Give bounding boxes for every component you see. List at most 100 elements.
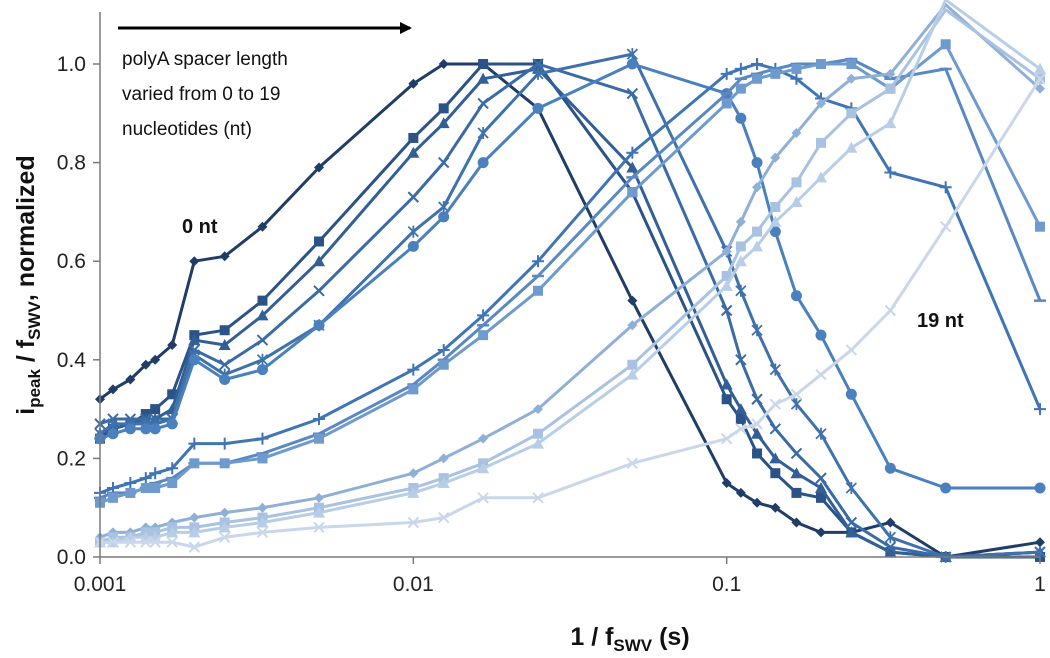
data-point	[150, 482, 161, 493]
data-point	[814, 171, 827, 183]
data-point	[734, 62, 747, 75]
data-point	[769, 215, 782, 227]
data-point	[626, 161, 639, 173]
data-point	[815, 329, 827, 341]
data-point	[751, 418, 763, 430]
data-point	[846, 73, 857, 84]
label-last-series: 19 nt	[917, 310, 964, 332]
data-point	[218, 531, 231, 543]
data-point	[720, 304, 733, 317]
data-point	[751, 427, 764, 439]
data-point	[845, 388, 857, 400]
data-point	[721, 246, 732, 257]
data-point	[752, 497, 763, 508]
data-point	[477, 97, 489, 110]
data-point	[167, 340, 178, 351]
data-point	[257, 502, 268, 513]
data-point	[884, 541, 897, 553]
data-point	[735, 487, 746, 498]
data-point	[407, 146, 420, 158]
data-point	[437, 477, 450, 489]
data-point	[720, 378, 733, 390]
data-point	[626, 87, 639, 100]
data-point	[790, 398, 803, 411]
data-point	[845, 481, 857, 494]
data-point	[815, 492, 826, 503]
data-point	[478, 433, 489, 444]
data-point	[218, 339, 231, 351]
series-13	[94, 73, 1046, 553]
data-point	[313, 521, 325, 534]
data-point	[752, 226, 763, 237]
data-point	[477, 309, 490, 322]
data-point	[720, 432, 733, 445]
data-point	[149, 536, 161, 548]
data-point	[885, 83, 896, 94]
data-point	[735, 241, 746, 252]
series-6	[94, 58, 1046, 494]
data-point	[815, 368, 827, 381]
data-point	[166, 526, 179, 538]
data-point	[735, 216, 746, 227]
data-point	[313, 506, 326, 518]
data-point	[189, 458, 200, 469]
data-point	[477, 72, 490, 84]
data-point	[256, 516, 269, 528]
data-point	[407, 225, 419, 238]
data-point	[219, 325, 230, 336]
data-point	[437, 117, 450, 129]
data-point	[845, 344, 858, 356]
series-layer	[94, 0, 1046, 563]
y-axis-title: ipeak / fSWV, normalized	[12, 155, 44, 414]
data-point	[791, 177, 802, 188]
data-point	[438, 359, 449, 370]
data-point	[408, 384, 419, 395]
y-tick-label: 0.6	[57, 250, 86, 273]
annotation-line-3: nucleotides (nt)	[122, 119, 252, 140]
data-point	[845, 516, 858, 529]
data-point	[752, 448, 763, 459]
data-point	[720, 67, 733, 80]
data-point	[124, 536, 137, 548]
data-point	[219, 251, 230, 262]
data-point	[939, 220, 952, 233]
data-point	[477, 127, 489, 140]
data-point	[790, 290, 802, 302]
data-point	[815, 59, 826, 69]
data-point	[313, 285, 325, 297]
data-point	[107, 492, 118, 503]
data-point	[313, 319, 325, 331]
data-point	[790, 388, 803, 401]
data-point	[815, 527, 826, 538]
data-point	[140, 359, 151, 370]
data-point	[314, 433, 325, 444]
data-point	[734, 255, 747, 267]
data-point	[437, 343, 450, 356]
data-point	[219, 374, 231, 386]
data-point	[845, 526, 858, 538]
data-point	[256, 309, 269, 321]
data-point	[188, 437, 201, 450]
data-point	[189, 256, 200, 267]
data-point	[735, 112, 747, 124]
data-point	[751, 157, 763, 169]
label-first-series: 0 nt	[182, 216, 218, 238]
data-point	[626, 58, 638, 70]
data-point	[815, 98, 826, 109]
data-point	[815, 137, 826, 148]
data-point	[256, 432, 269, 445]
data-point	[257, 453, 268, 464]
data-point	[124, 423, 136, 435]
data-point	[627, 295, 638, 306]
data-point	[790, 447, 803, 460]
data-point	[627, 320, 638, 331]
data-point	[218, 359, 231, 371]
data-point	[770, 201, 781, 212]
data-point	[790, 467, 803, 479]
data-point	[314, 236, 325, 247]
data-point	[166, 536, 178, 548]
data-point	[735, 284, 747, 297]
x-tick-label: 0.1	[712, 573, 741, 596]
data-point	[478, 59, 489, 69]
